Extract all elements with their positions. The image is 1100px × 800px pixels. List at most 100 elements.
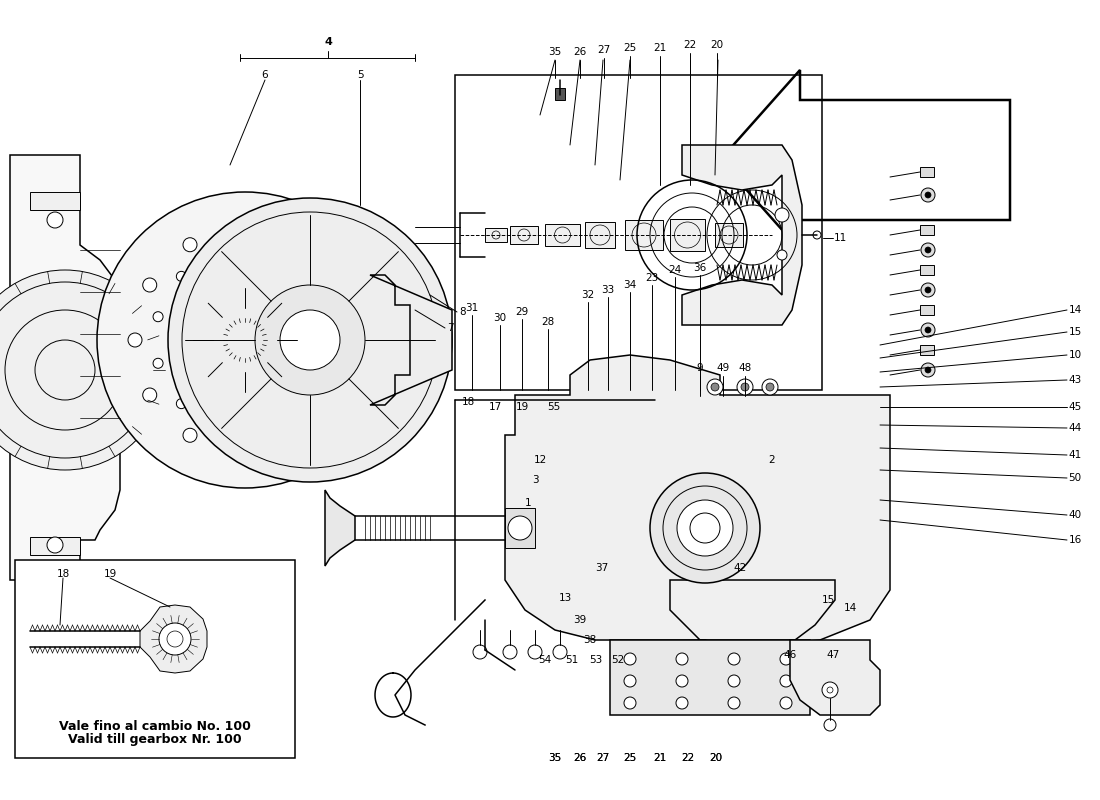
Circle shape (143, 388, 156, 402)
Circle shape (508, 516, 532, 540)
Text: 22: 22 (681, 753, 694, 763)
Text: 9: 9 (696, 363, 703, 373)
Bar (544, 224, 580, 246)
Circle shape (160, 623, 191, 655)
Bar (455, 75, 822, 390)
Circle shape (776, 208, 789, 222)
Circle shape (676, 697, 688, 709)
Text: 1: 1 (525, 498, 531, 508)
Text: 43: 43 (1068, 375, 1081, 385)
Bar (510, 226, 538, 244)
Text: 37: 37 (595, 563, 608, 573)
Circle shape (226, 320, 265, 360)
Circle shape (624, 675, 636, 687)
Circle shape (304, 398, 313, 409)
Circle shape (176, 271, 186, 282)
Bar (715, 223, 742, 247)
Circle shape (780, 697, 792, 709)
Circle shape (183, 428, 197, 442)
Circle shape (676, 653, 688, 665)
Text: eurospares: eurospares (79, 309, 361, 351)
Text: 34: 34 (624, 280, 637, 290)
Text: 38: 38 (583, 635, 596, 645)
Circle shape (263, 248, 273, 258)
Bar (505, 508, 535, 548)
Bar (670, 219, 705, 251)
Polygon shape (720, 70, 1010, 250)
Text: 27: 27 (596, 753, 609, 763)
Text: 24: 24 (669, 265, 682, 275)
Circle shape (280, 310, 340, 370)
Text: 23: 23 (646, 273, 659, 283)
Bar (485, 228, 507, 242)
Circle shape (813, 231, 821, 239)
Circle shape (650, 473, 760, 583)
Circle shape (766, 383, 774, 391)
Circle shape (553, 645, 566, 659)
Circle shape (728, 675, 740, 687)
Text: 14: 14 (1068, 305, 1081, 315)
Text: 45: 45 (1068, 402, 1081, 412)
Circle shape (503, 645, 517, 659)
Text: 11: 11 (834, 233, 847, 243)
Bar (15, 560, 295, 758)
Circle shape (728, 697, 740, 709)
Circle shape (676, 675, 688, 687)
Circle shape (293, 428, 307, 442)
Text: 52: 52 (612, 655, 625, 665)
Text: 49: 49 (716, 363, 729, 373)
Text: Valid till gearbox Nr. 100: Valid till gearbox Nr. 100 (68, 734, 242, 746)
Text: 41: 41 (1068, 450, 1081, 460)
Circle shape (255, 285, 365, 395)
Circle shape (0, 270, 165, 470)
Text: 25: 25 (624, 753, 637, 763)
Circle shape (190, 285, 300, 395)
Text: 48: 48 (738, 363, 751, 373)
Circle shape (217, 422, 227, 432)
Bar (30, 192, 80, 210)
Text: 8: 8 (460, 307, 466, 317)
Circle shape (822, 682, 838, 698)
Circle shape (263, 422, 273, 432)
Text: 53: 53 (590, 655, 603, 665)
Text: 26: 26 (573, 753, 586, 763)
Circle shape (153, 358, 163, 368)
Polygon shape (790, 640, 880, 715)
Text: 15: 15 (1068, 327, 1081, 337)
Text: 20: 20 (710, 753, 723, 763)
Circle shape (333, 278, 348, 292)
Bar (585, 222, 615, 248)
Text: 22: 22 (681, 753, 694, 763)
Circle shape (47, 212, 63, 228)
Circle shape (238, 443, 252, 457)
Text: 54: 54 (538, 655, 551, 665)
Bar (920, 345, 934, 355)
Text: 6: 6 (262, 70, 268, 80)
Text: 22: 22 (683, 40, 696, 50)
Text: 16: 16 (1068, 535, 1081, 545)
Text: 13: 13 (559, 593, 572, 603)
Circle shape (293, 238, 307, 252)
Circle shape (925, 192, 931, 198)
Text: 5: 5 (356, 70, 363, 80)
Circle shape (128, 333, 142, 347)
Bar (920, 225, 934, 235)
Circle shape (777, 250, 786, 260)
Circle shape (707, 379, 723, 395)
Circle shape (921, 243, 935, 257)
Text: 20: 20 (710, 753, 723, 763)
Text: 51: 51 (565, 655, 579, 665)
Text: 25: 25 (624, 753, 637, 763)
Circle shape (921, 188, 935, 202)
Circle shape (304, 271, 313, 282)
Circle shape (217, 248, 227, 258)
Text: 15: 15 (822, 595, 835, 605)
Circle shape (333, 388, 348, 402)
Circle shape (528, 645, 542, 659)
Circle shape (711, 383, 719, 391)
Text: 19: 19 (516, 402, 529, 412)
Bar (920, 167, 934, 177)
Text: 18: 18 (56, 569, 69, 579)
Text: 33: 33 (602, 285, 615, 295)
Circle shape (824, 719, 836, 731)
